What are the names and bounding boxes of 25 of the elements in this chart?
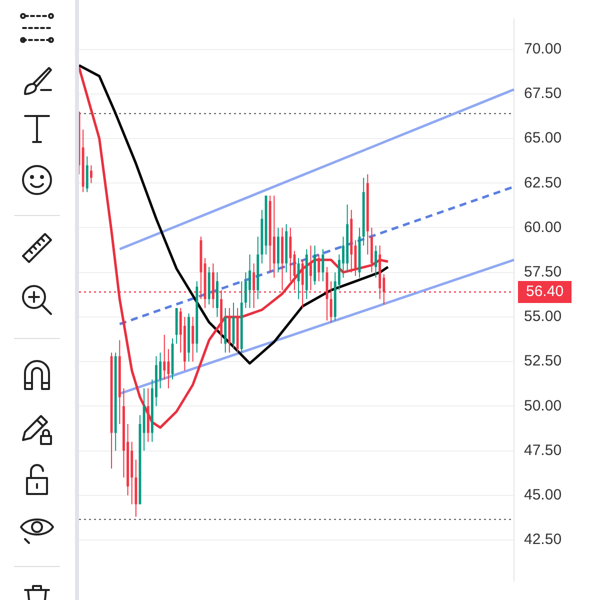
y-tick-label: 45.00 xyxy=(524,486,562,504)
candlestick xyxy=(244,272,247,309)
candlestick xyxy=(192,316,194,362)
candlestick xyxy=(322,248,324,282)
candlestick xyxy=(318,254,320,282)
y-tick-label: 60.00 xyxy=(524,218,562,236)
candlestick xyxy=(297,258,300,300)
candlestick xyxy=(289,227,292,282)
y-tick-label: 70.00 xyxy=(524,40,562,58)
y-tick-label: 65.00 xyxy=(524,130,562,147)
y-tick-label: 62.50 xyxy=(524,174,562,192)
candlestick xyxy=(86,156,88,193)
y-tick-label: 52.50 xyxy=(524,352,562,370)
candlestick xyxy=(90,164,92,184)
y-tick-label: 47.50 xyxy=(524,442,562,459)
candlestick xyxy=(167,348,170,389)
y-tick-label: 42.50 xyxy=(524,531,562,548)
candlestick xyxy=(163,334,166,380)
ref-line-label: 56.40 xyxy=(526,283,564,300)
y-tick-label: 57.50 xyxy=(524,263,562,280)
y-tick-label: 67.50 xyxy=(524,85,562,102)
candlestick xyxy=(248,254,251,309)
y-tick-label: 55.00 xyxy=(524,308,562,326)
y-tick-label: 50.00 xyxy=(524,397,562,414)
candlestick xyxy=(374,245,377,278)
